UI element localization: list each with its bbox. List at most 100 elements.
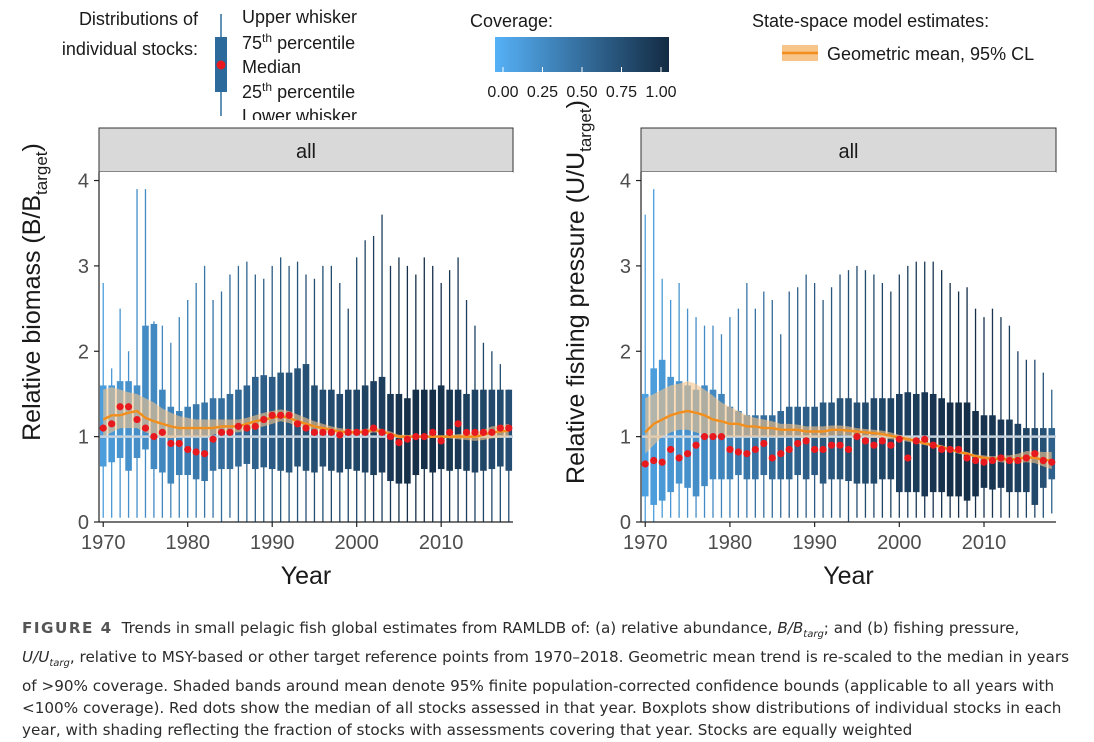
median-dot bbox=[505, 424, 513, 432]
median-dot bbox=[811, 445, 819, 454]
legend-boxplot-glyph bbox=[215, 14, 227, 116]
median-dot bbox=[184, 445, 192, 454]
median-dot bbox=[124, 403, 133, 411]
median-dot bbox=[243, 424, 251, 432]
y-tick-label: 2 bbox=[78, 341, 89, 363]
x-tick-label: 2000 bbox=[877, 532, 922, 554]
median-dot bbox=[717, 433, 726, 441]
median-dot bbox=[285, 411, 293, 419]
median-dot bbox=[904, 454, 912, 462]
legend-boxplot-title-line1: Distributions of bbox=[79, 9, 199, 29]
median-dot bbox=[802, 437, 810, 445]
caption-utarg: U/Utarg bbox=[22, 648, 70, 670]
y-tick-label: 1 bbox=[620, 427, 631, 449]
box bbox=[1031, 428, 1039, 505]
median-dot bbox=[887, 441, 895, 449]
facet-strip-label: all bbox=[838, 141, 858, 163]
median-dot bbox=[395, 439, 403, 447]
box bbox=[675, 381, 683, 484]
legend-lower-whisker: Lower whisker bbox=[242, 106, 357, 126]
median-dot bbox=[794, 439, 802, 448]
median-dot bbox=[760, 439, 768, 448]
median-dot bbox=[116, 403, 124, 411]
box bbox=[777, 411, 785, 480]
box bbox=[395, 393, 403, 484]
median-dot bbox=[692, 441, 700, 449]
trend-line bbox=[644, 409, 1052, 462]
box bbox=[785, 406, 793, 480]
median-dot bbox=[488, 428, 496, 436]
median-dot bbox=[650, 456, 658, 465]
caption-mid: ; and (b) fishing pressure, bbox=[823, 619, 1020, 637]
median-dot bbox=[1031, 450, 1039, 458]
box bbox=[819, 402, 827, 484]
box bbox=[743, 415, 751, 480]
x-tick-label: 1990 bbox=[792, 532, 837, 554]
legend-ssm-entry: Geometric mean, 95% CL bbox=[827, 44, 1034, 64]
x-axis-label: Year bbox=[281, 562, 332, 590]
median-dot bbox=[870, 441, 878, 449]
legend-25th-percentile: 25th percentile bbox=[242, 80, 355, 102]
median-dot bbox=[895, 435, 903, 443]
median-dot bbox=[980, 458, 988, 466]
box bbox=[904, 392, 912, 493]
box bbox=[980, 415, 988, 488]
median-dot bbox=[971, 456, 980, 465]
box bbox=[853, 402, 861, 484]
legend-coverage-title: Coverage: bbox=[470, 11, 553, 31]
median-dot bbox=[667, 445, 675, 454]
box bbox=[870, 398, 878, 484]
box bbox=[836, 398, 844, 480]
legend-coverage: Coverage: 0.00 0.25 0.50 0.75 1.00 bbox=[470, 11, 677, 101]
median-dot bbox=[938, 445, 946, 454]
figure-caption: FIGURE 4 Trends in small pelagic fish gl… bbox=[22, 617, 1074, 741]
x-tick-label: 1970 bbox=[81, 532, 126, 554]
median-dot bbox=[158, 428, 166, 436]
median-dot bbox=[260, 415, 268, 424]
box bbox=[192, 404, 200, 480]
box bbox=[845, 398, 852, 482]
median-dot bbox=[302, 424, 310, 432]
median-dot bbox=[108, 420, 116, 428]
trend-line bbox=[102, 409, 509, 438]
median-dot bbox=[836, 441, 844, 449]
median-dot bbox=[446, 428, 454, 436]
legend-ssm-title: State-space model estimates: bbox=[752, 11, 989, 31]
median-dot bbox=[1005, 456, 1014, 465]
box bbox=[811, 406, 818, 476]
median-dot bbox=[353, 428, 361, 436]
median-dot bbox=[751, 445, 759, 454]
median-dot bbox=[175, 439, 183, 448]
median-dot bbox=[743, 450, 751, 458]
median-dot bbox=[479, 428, 488, 436]
y-tick-label: 4 bbox=[78, 171, 89, 193]
box bbox=[378, 376, 386, 473]
median-dot bbox=[369, 424, 378, 432]
x-tick-label: 2010 bbox=[962, 532, 1007, 554]
y-tick-label: 0 bbox=[620, 512, 631, 534]
median-dot bbox=[1022, 454, 1030, 462]
figure-4: Distributions of individual stocks: Uppe… bbox=[18, 7, 1057, 590]
median-dot bbox=[201, 450, 209, 458]
median-dot bbox=[150, 433, 158, 441]
y-axis-label: Relative biomass (B/Btarget) bbox=[18, 143, 51, 441]
median-dot bbox=[997, 454, 1005, 462]
median-dot bbox=[420, 433, 428, 441]
x-tick-label: 1970 bbox=[623, 532, 668, 554]
median-dot bbox=[319, 428, 327, 436]
box bbox=[735, 411, 742, 476]
box bbox=[454, 389, 462, 470]
box bbox=[1048, 428, 1056, 480]
legend-upper-whisker: Upper whisker bbox=[242, 7, 357, 27]
panel-biomass: all 0 1 2 3 4 1970 1980 1990 2000 2010 Year Relative… bbox=[18, 127, 514, 590]
box bbox=[997, 419, 1005, 488]
y-axis-label: Relative fishing pressure (U/Utarget) bbox=[562, 100, 595, 484]
box bbox=[989, 415, 996, 490]
median-dot bbox=[912, 437, 920, 445]
coverage-tick-label: 0.75 bbox=[606, 84, 637, 101]
median-dot bbox=[988, 456, 997, 465]
median-dot bbox=[496, 424, 504, 432]
y-tick-label: 3 bbox=[78, 256, 89, 278]
legend-boxplot-title-line2: individual stocks: bbox=[62, 39, 198, 59]
median-dot bbox=[378, 428, 386, 436]
